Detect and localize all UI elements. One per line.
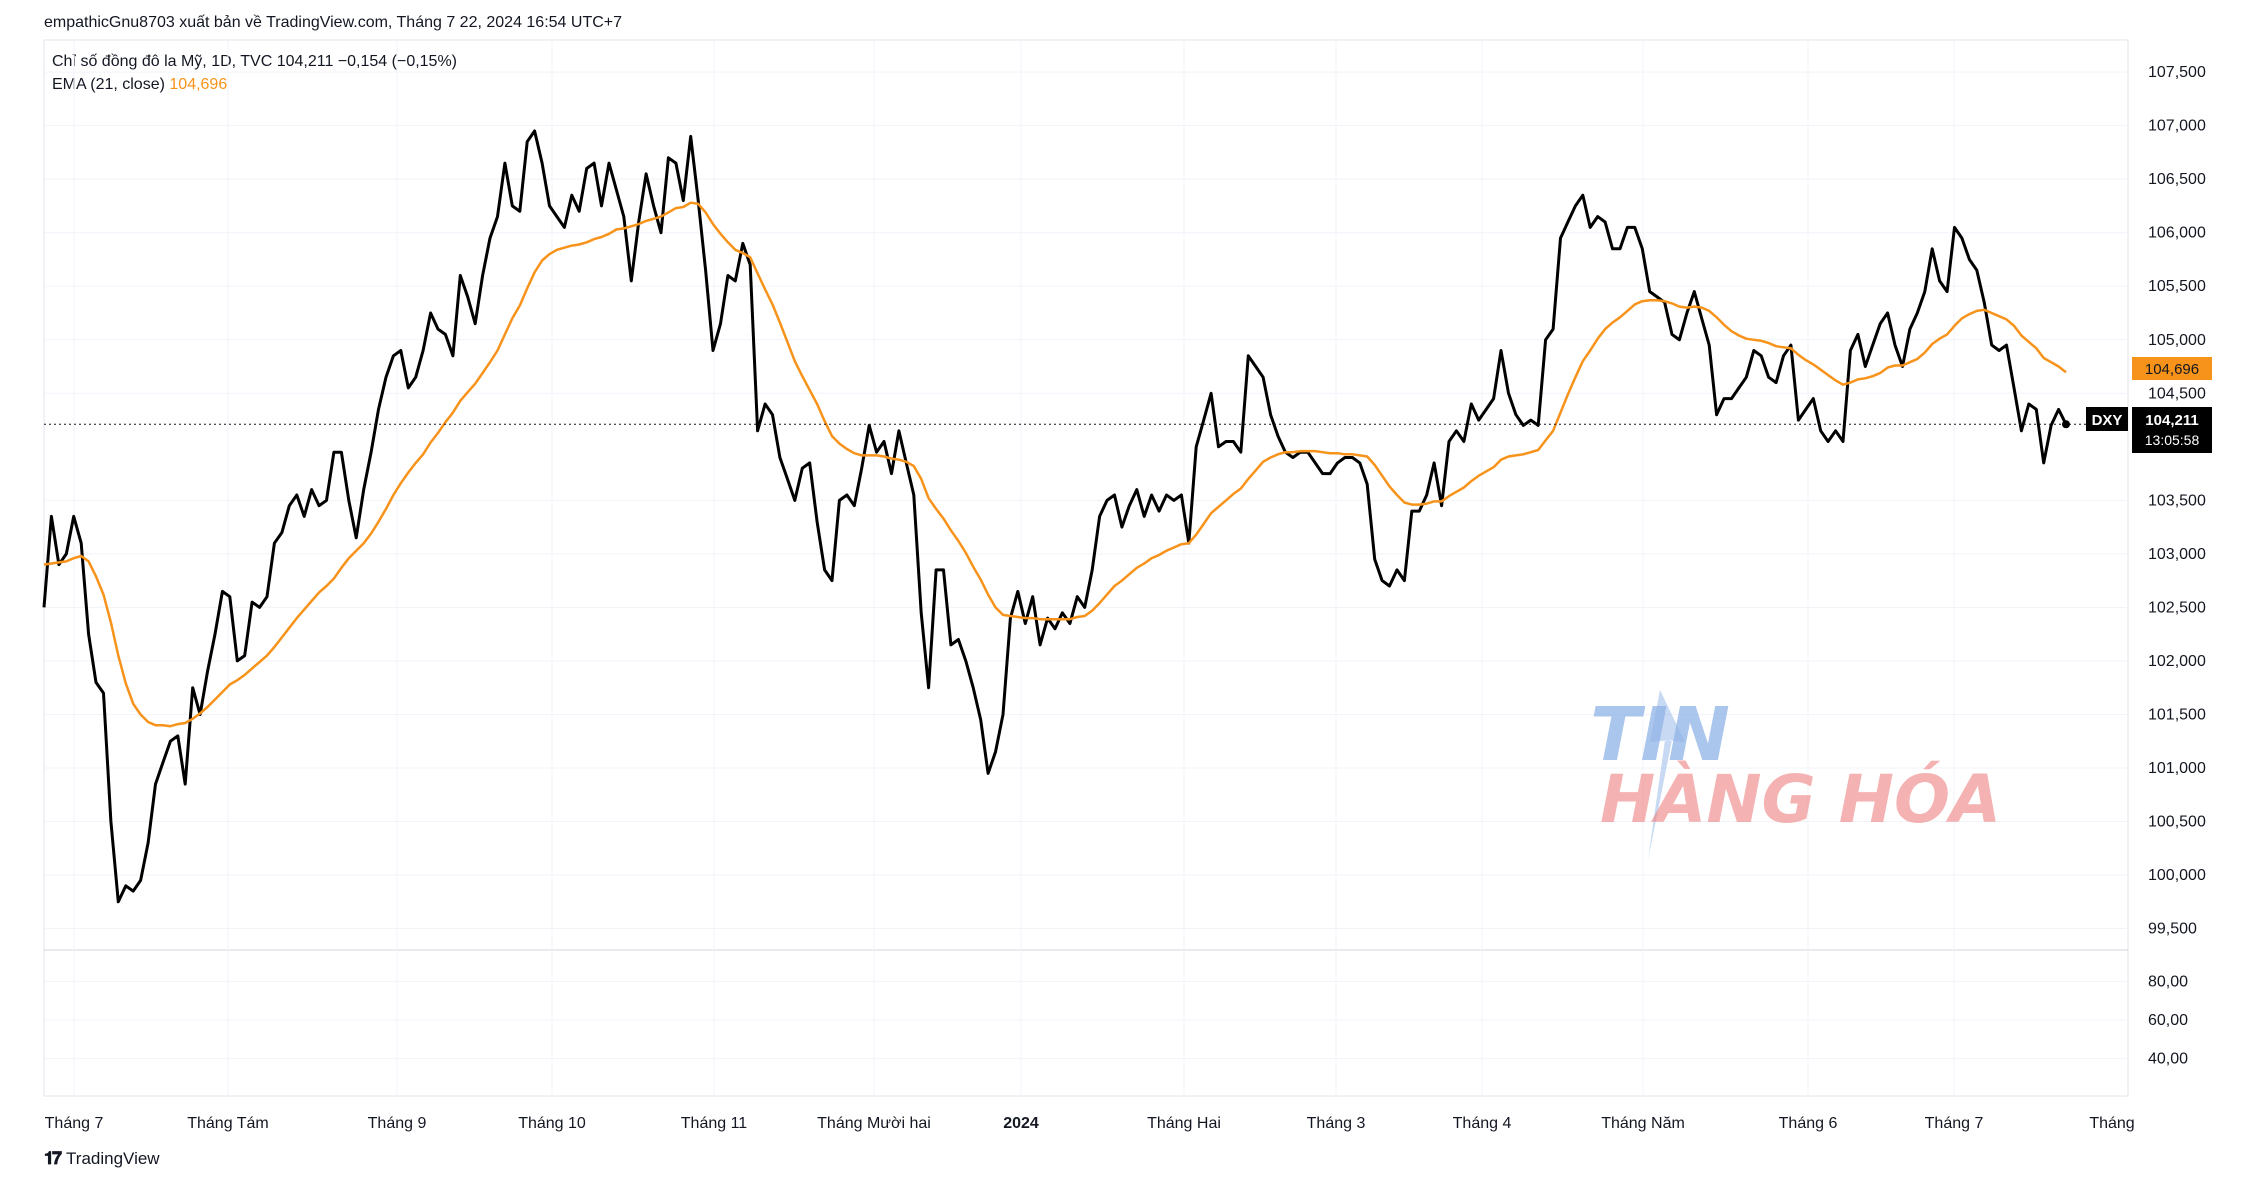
watermark-line2: HÀNG HÓA [1600, 760, 2001, 838]
price-tick-label: 101,000 [2148, 760, 2206, 777]
price-tick-label: 102,000 [2148, 653, 2206, 670]
price-tick-label: 100,500 [2148, 814, 2206, 831]
price-tick-label: 105,500 [2148, 278, 2206, 295]
time-tick-label: Tháng 11 [681, 1115, 748, 1132]
tradingview-brand: TradingView [66, 1148, 160, 1168]
symbol-box [2086, 407, 2128, 431]
price-tick-label: 103,000 [2148, 546, 2206, 563]
price-tick-label: 105,000 [2148, 332, 2206, 349]
lower-tick-label: 40,00 [2148, 1051, 2188, 1068]
price-tick-label: 103,500 [2148, 492, 2206, 509]
time-tick-label: Tháng Tám [187, 1115, 269, 1132]
time-tick-label: Tháng 7 [1925, 1115, 1984, 1132]
time-tick-label: Tháng 10 [518, 1115, 586, 1132]
ema-price-box [2132, 357, 2212, 380]
time-tick-label: Tháng Hai [1147, 1115, 1221, 1132]
price-tick-label: 101,500 [2148, 706, 2206, 723]
legend-last: 104,211 [276, 53, 334, 70]
legend-ema-value: 104,696 [169, 76, 228, 93]
price-tick-label: 99,500 [2148, 921, 2197, 938]
time-tick-label: Tháng Năm [1601, 1115, 1685, 1132]
last-price-dot [2062, 420, 2070, 429]
publisher-text: empathicGnu8703 xuất bản về TradingView.… [44, 14, 623, 31]
time-tick-label: Tháng 4 [1453, 1115, 1512, 1132]
lower-tick-label: 80,00 [2148, 973, 2188, 990]
price-tick-label: 100,000 [2148, 867, 2206, 884]
grid [43, 39, 2129, 1097]
price-tick-label: 104,500 [2148, 385, 2206, 402]
countdown-label: 13:05:58 [2145, 432, 2200, 448]
time-tick-label: Tháng 3 [1307, 1115, 1366, 1132]
symbol-label: DXY [2092, 412, 2123, 429]
time-tick-label: Tháng 7 [45, 1115, 104, 1132]
ema-line[interactable] [43, 201, 2067, 728]
price-tick-label: 107,500 [2148, 64, 2206, 81]
time-tick-label: Tháng 6 [1779, 1115, 1838, 1132]
watermark-logo: TIN HÀNG HÓA [1590, 690, 2001, 860]
last-price-box [2132, 407, 2212, 453]
watermark-line1: TIN [1590, 692, 1730, 778]
time-tick-label: Tháng Mười hai [817, 1115, 931, 1132]
price-tick-label: 106,500 [2148, 171, 2206, 188]
lower-tick-label: 60,00 [2148, 1012, 2188, 1029]
price-labels: 104,696 DXY 104,211 13:05:58 [2086, 357, 2212, 453]
tradingview-logo-icon: 𝟏𝟕 [44, 1148, 62, 1168]
tradingview-logo[interactable]: 𝟏𝟕 TradingView [44, 1148, 160, 1169]
axes: 107,500 107,000 106,500 106,000 105,500 105,0… [45, 64, 2206, 1132]
plot-frame [43, 39, 2129, 1097]
ema-price-label: 104,696 [2145, 361, 2199, 378]
price-tick-label: 102,500 [2148, 599, 2206, 616]
dxy-price-line[interactable] [42, 129, 2068, 904]
watermark-arrow-icon [1648, 690, 1685, 860]
legend-ema-row[interactable]: EMA (21, close) 104,696 [52, 73, 457, 96]
legend-ema-label: EMA (21, close) [52, 76, 165, 93]
series [42, 129, 2128, 904]
time-tick-label: Tháng [2089, 1115, 2134, 1132]
price-tick-label: 106,000 [2148, 225, 2206, 242]
last-price-label: 104,211 [2145, 412, 2198, 429]
time-tick-label: 2024 [1003, 1115, 1039, 1132]
legend-title: Chỉ số đồng đô la Mỹ, 1D, TVC [52, 53, 273, 70]
time-tick-label: Tháng 9 [368, 1115, 427, 1132]
publisher-line: empathicGnu8703 xuất bản về TradingView.… [44, 14, 626, 32]
price-tick-label: 107,000 [2148, 118, 2206, 135]
